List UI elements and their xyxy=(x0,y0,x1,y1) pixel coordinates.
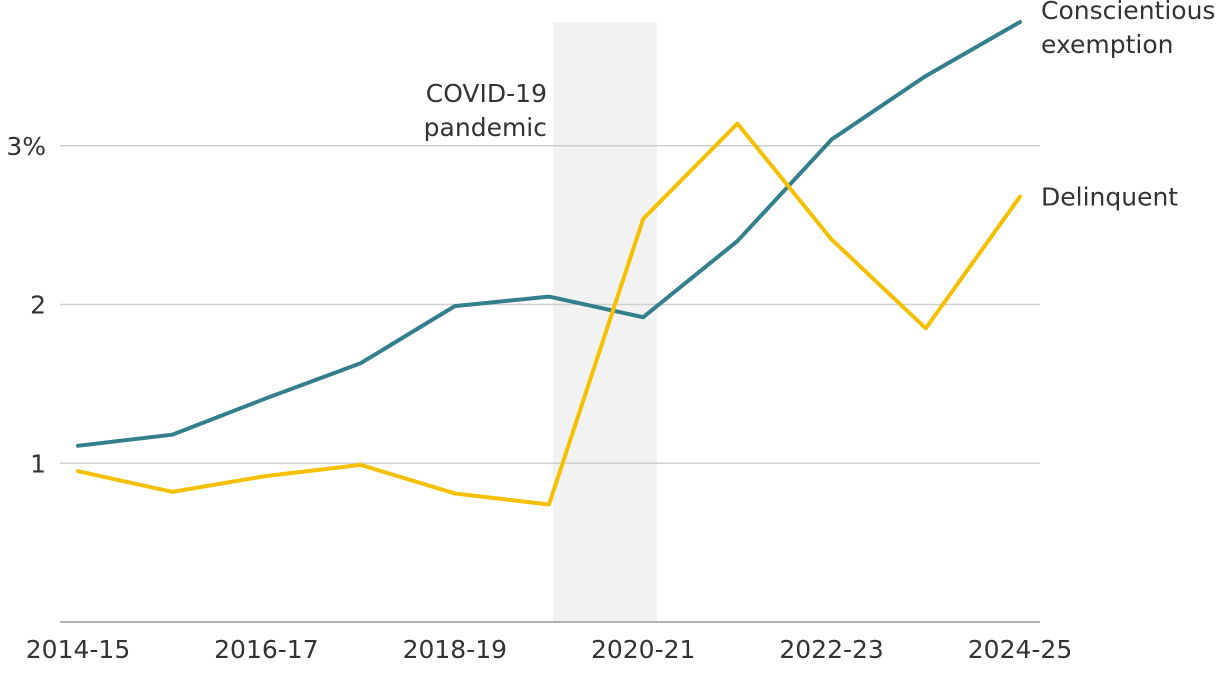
series-lines xyxy=(76,20,1022,507)
y-tick-label: 2 xyxy=(30,291,46,320)
covid-annotation-label: COVID-19 pandemic xyxy=(424,79,547,142)
series-line-delinquent xyxy=(76,121,1022,507)
x-tick-label: 2014-15 xyxy=(26,635,130,664)
series-label-conscientious-exemption: Conscientious xyxy=(1041,0,1215,25)
x-axis-ticks: 2014-15 2016-17 2018-19 2020-21 2022-23 2024-… xyxy=(26,635,1072,664)
x-tick-label: 2020-21 xyxy=(591,635,695,664)
covid-shaded-band xyxy=(553,22,658,622)
x-tick-label: 2024-25 xyxy=(968,635,1072,664)
gridlines xyxy=(60,145,1040,465)
x-tick-label: 2018-19 xyxy=(403,635,507,664)
series-labels: Conscientious exemption Delinquent xyxy=(1041,0,1215,212)
covid-label-line: pandemic xyxy=(424,113,547,142)
series-line-conscientious-exemption xyxy=(76,20,1022,448)
x-tick-label: 2022-23 xyxy=(779,635,883,664)
y-axis-ticks: 1 2 3% xyxy=(6,132,46,478)
y-tick-label: 1 xyxy=(30,449,46,478)
y-tick-label: 3% xyxy=(6,132,46,161)
x-tick-label: 2016-17 xyxy=(214,635,318,664)
series-label-delinquent: Delinquent xyxy=(1041,183,1178,212)
series-label-conscientious-exemption: exemption xyxy=(1041,30,1173,59)
covid-label-line: COVID-19 xyxy=(426,79,547,108)
